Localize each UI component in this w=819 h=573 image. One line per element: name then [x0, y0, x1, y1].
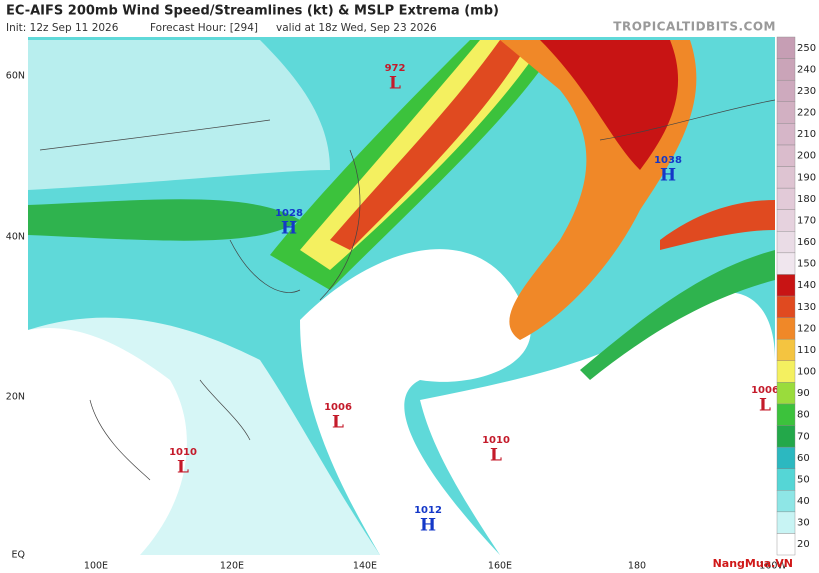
- colorbar-band: [776, 36, 796, 59]
- pressure-value: 1038: [654, 155, 682, 166]
- pressure-value: 972: [385, 63, 406, 74]
- colorbar-label: 70: [797, 431, 810, 442]
- forecast-hour: Forecast Hour: [294]: [150, 22, 258, 34]
- watermark: NangMua.VN: [713, 557, 793, 570]
- colorbar-label: 210: [797, 129, 816, 140]
- colorbar-band: [776, 446, 796, 469]
- lat-label: 40N: [6, 232, 25, 243]
- colorbar-band: [776, 338, 796, 361]
- colorbar-band: [776, 511, 796, 534]
- colorbar-label: 20: [797, 539, 810, 550]
- lon-label: 120E: [220, 561, 244, 572]
- lon-label: 180: [628, 561, 646, 572]
- colorbar-band: [776, 468, 796, 491]
- pressure-center: L: [759, 396, 771, 416]
- lon-label: 140E: [353, 561, 377, 572]
- pressure-center: H: [281, 219, 297, 239]
- pressure-value: 1006: [324, 402, 352, 413]
- colorbar-label: 40: [797, 496, 810, 507]
- lat-label: 20N: [6, 392, 25, 403]
- colorbar-label: 150: [797, 259, 816, 270]
- colorbar-band: [776, 533, 796, 556]
- colorbar-band: [776, 425, 796, 448]
- colorbar-band: [776, 209, 796, 232]
- title: EC-AIFS 200mb Wind Speed/Streamlines (kt…: [6, 4, 499, 19]
- colorbar-label: 200: [797, 151, 816, 162]
- colorbar-label: 160: [797, 237, 816, 248]
- colorbar-label: 170: [797, 215, 816, 226]
- colorbar-band: [776, 252, 796, 275]
- pressure-center: H: [660, 166, 676, 186]
- colorbar-band: [776, 295, 796, 318]
- colorbar-band: [776, 360, 796, 383]
- colorbar-label: 90: [797, 388, 810, 399]
- lat-label: 60N: [6, 71, 25, 82]
- colorbar-label: 250: [797, 43, 816, 54]
- valid-time: valid at 18z Wed, Sep 23 2026: [276, 22, 437, 34]
- colorbar-label: 190: [797, 172, 816, 183]
- colorbar-band: [776, 144, 796, 167]
- pressure-center: L: [389, 74, 401, 94]
- pressure-value: 1010: [169, 447, 197, 458]
- colorbar-label: 130: [797, 302, 816, 313]
- colorbar-band: [776, 123, 796, 146]
- colorbar-label: 110: [797, 345, 816, 356]
- colorbar-band: [776, 166, 796, 189]
- pressure-center: L: [177, 458, 189, 478]
- init: Init: 12z Sep 11 2026: [6, 22, 119, 34]
- pressure-value: 1012: [414, 505, 442, 516]
- colorbar-band: [776, 79, 796, 102]
- colorbar-label: 50: [797, 474, 810, 485]
- site: TROPICALTIDBITS.COM: [613, 20, 776, 34]
- colorbar-band: [776, 274, 796, 297]
- colorbar-band: [776, 403, 796, 426]
- colorbar-label: 80: [797, 410, 810, 421]
- colorbar-label: 180: [797, 194, 816, 205]
- colorbar-label: 120: [797, 323, 816, 334]
- pressure-value: 1010: [482, 435, 510, 446]
- pressure-value: 1006: [751, 385, 779, 396]
- colorbar-label: 240: [797, 64, 816, 75]
- colorbar-band: [776, 231, 796, 254]
- lon-label: 160E: [488, 561, 512, 572]
- lon-label: 100E: [84, 561, 108, 572]
- colorbar-band: [776, 101, 796, 124]
- colorbar-label: 30: [797, 518, 810, 529]
- pressure-center: L: [332, 413, 344, 433]
- colorbar-label: 140: [797, 280, 816, 291]
- colorbar-band: [776, 317, 796, 340]
- colorbar-label: 220: [797, 108, 816, 119]
- colorbar-label: 60: [797, 453, 810, 464]
- lon-label: 160W: [759, 561, 787, 572]
- colorbar-band: [776, 58, 796, 81]
- colorbar-band: [776, 187, 796, 210]
- lat-label: EQ: [12, 550, 25, 561]
- map-field: [28, 37, 776, 555]
- pressure-value: 1028: [275, 208, 303, 219]
- colorbar-band: [776, 382, 796, 405]
- pressure-center: L: [490, 446, 502, 466]
- colorbar-label: 100: [797, 367, 816, 378]
- colorbar-band: [776, 490, 796, 513]
- colorbar-label: 230: [797, 86, 816, 97]
- pressure-center: H: [420, 516, 436, 536]
